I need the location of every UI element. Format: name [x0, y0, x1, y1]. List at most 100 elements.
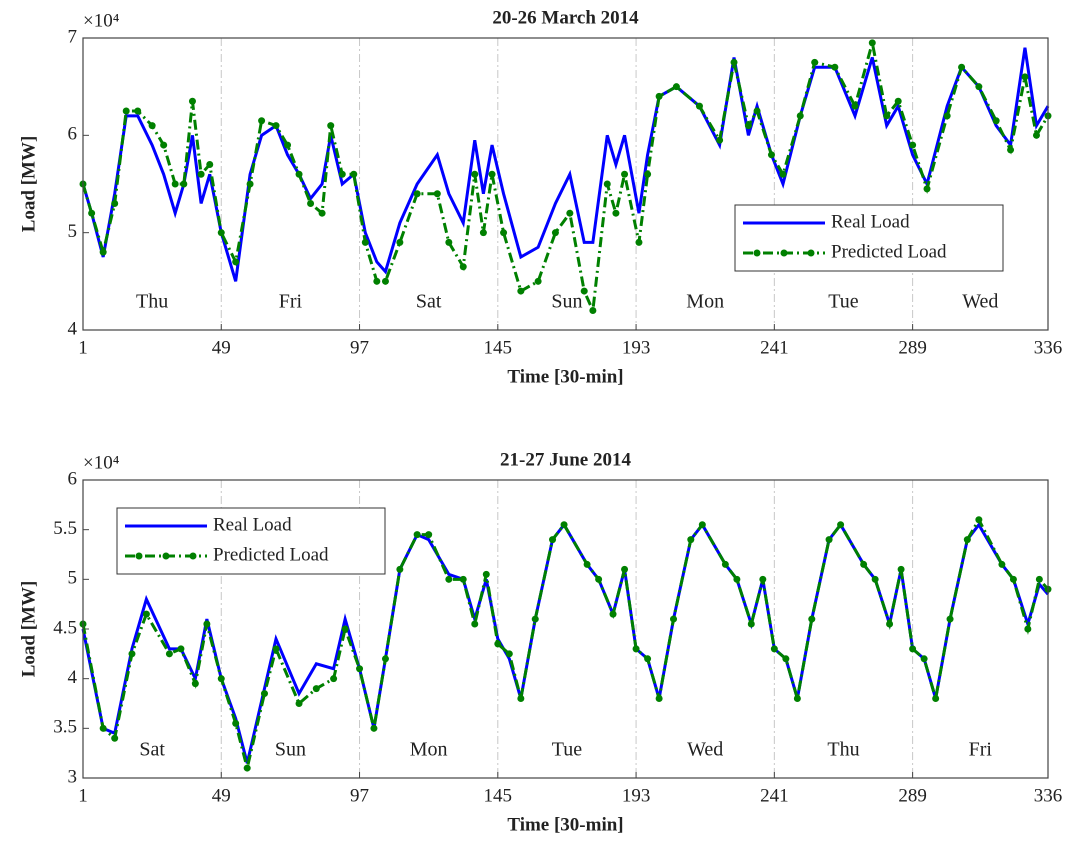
y-tick-label: 4.5	[53, 617, 77, 638]
data-point	[670, 615, 678, 623]
y-axis-label: Load [MW]	[18, 581, 39, 678]
y-tick-label: 5.5	[53, 518, 77, 539]
data-point	[203, 620, 211, 628]
data-point	[580, 287, 588, 295]
legend-marker	[753, 249, 761, 257]
legend-label: Real Load	[213, 514, 292, 535]
data-point	[837, 521, 845, 529]
data-point	[413, 531, 421, 539]
data-point	[396, 238, 404, 246]
data-point	[770, 645, 778, 653]
data-point	[260, 690, 268, 698]
y-tick-label: 6	[68, 124, 78, 145]
data-point	[612, 209, 620, 217]
legend-marker	[135, 552, 143, 560]
data-point	[217, 229, 225, 237]
data-point	[433, 190, 441, 198]
day-label: Fri	[279, 291, 303, 313]
data-point	[459, 575, 467, 583]
y-multiplier: ×10⁴	[83, 10, 120, 31]
data-point	[1021, 73, 1029, 81]
y-tick-label: 3.5	[53, 717, 77, 738]
day-label: Wed	[687, 739, 723, 761]
data-point	[946, 615, 954, 623]
legend-label: Predicted Load	[213, 544, 329, 565]
data-point	[272, 645, 280, 653]
data-point	[188, 97, 196, 105]
data-point	[373, 277, 381, 285]
data-point	[482, 570, 490, 578]
data-point	[796, 112, 804, 120]
y-tick-label: 3	[68, 766, 78, 787]
data-point	[312, 685, 320, 693]
data-point	[687, 536, 695, 544]
legend-box	[116, 507, 386, 575]
data-point	[505, 650, 513, 658]
data-point	[111, 734, 119, 742]
data-point	[1007, 146, 1015, 154]
data-point	[975, 516, 983, 524]
data-point	[860, 560, 868, 568]
data-point	[894, 97, 902, 105]
day-label: Mon	[686, 291, 724, 313]
data-point	[128, 650, 136, 658]
data-point	[160, 141, 168, 149]
data-point	[589, 307, 597, 315]
x-tick-label: 241	[760, 785, 789, 806]
x-tick-label: 241	[760, 337, 789, 358]
x-tick-label: 193	[622, 785, 651, 806]
data-point	[753, 107, 761, 115]
data-point	[583, 560, 591, 568]
data-point	[672, 83, 680, 91]
data-point	[381, 277, 389, 285]
x-tick-label: 49	[212, 337, 231, 358]
data-point	[909, 141, 917, 149]
data-point	[871, 575, 879, 583]
y-tick-label: 5	[68, 221, 78, 242]
data-point	[958, 63, 966, 71]
x-tick-label: 97	[350, 785, 369, 806]
legend-label: Real Load	[831, 211, 910, 232]
data-point	[920, 655, 928, 663]
data-point	[471, 170, 479, 178]
series-line	[81, 42, 1050, 317]
data-point	[883, 112, 891, 120]
data-point	[923, 185, 931, 193]
data-point	[217, 675, 225, 683]
data-point	[111, 199, 119, 207]
data-point	[370, 724, 378, 732]
data-point	[733, 575, 741, 583]
data-point	[621, 565, 629, 573]
data-point	[122, 107, 130, 115]
y-tick-label: 4	[68, 318, 78, 339]
data-point	[307, 199, 315, 207]
data-point	[338, 170, 346, 178]
data-point	[595, 575, 603, 583]
data-point	[635, 238, 643, 246]
data-point	[963, 536, 971, 544]
y-axis-label: Load [MW]	[18, 136, 39, 233]
day-label: Tue	[828, 291, 859, 313]
data-point	[609, 610, 617, 618]
day-label: Thu	[827, 739, 859, 761]
x-axis-label: Time [30-min]	[507, 814, 623, 835]
data-point	[560, 521, 568, 529]
day-label: Fri	[969, 739, 993, 761]
data-point	[197, 170, 205, 178]
data-point	[1024, 625, 1032, 633]
data-point	[868, 39, 876, 47]
data-point	[644, 170, 652, 178]
data-point	[698, 521, 706, 529]
data-point	[88, 209, 96, 217]
data-point	[534, 277, 542, 285]
legend-label: Predicted Load	[831, 241, 947, 262]
y-tick-label: 5	[68, 568, 78, 589]
data-point	[603, 180, 611, 188]
x-tick-label: 193	[622, 337, 651, 358]
x-tick-label: 336	[1034, 785, 1063, 806]
y-tick-label: 7	[68, 26, 78, 47]
data-point	[413, 190, 421, 198]
data-point	[695, 102, 703, 110]
day-label: Sun	[551, 291, 582, 313]
data-point	[425, 531, 433, 539]
